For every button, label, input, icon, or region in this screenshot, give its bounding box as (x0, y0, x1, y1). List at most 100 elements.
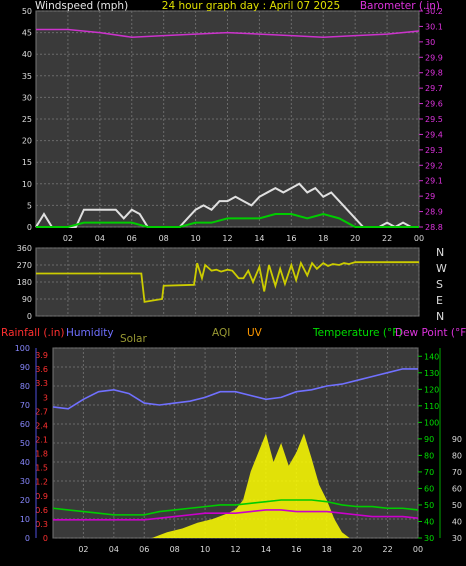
temp-humidity-series (52, 368, 419, 538)
series-dew-point (53, 509, 419, 521)
dew-tick-label: 40 (452, 517, 462, 526)
left-tick-label: 30 (22, 93, 32, 102)
humidity-tick-label: 60 (20, 420, 30, 429)
series-barometer (36, 28, 420, 38)
x-tick-label: 02 (78, 545, 88, 554)
rain-tick-label: 1.8 (35, 450, 48, 459)
x-tick-label: 20 (350, 234, 360, 243)
right-tick-label: 29.6 (425, 100, 443, 109)
dew-tick-label: 50 (452, 501, 462, 510)
humidity-tick-label: 50 (20, 439, 30, 448)
humidity-tick-label: 80 (20, 382, 30, 391)
wind-direction-grid (36, 247, 420, 317)
temp-tick-label: 120 (424, 385, 439, 394)
temp-tick-label: 130 (424, 369, 439, 378)
rain-tick-label: 2.7 (35, 407, 48, 416)
rain-tick-label: 0.9 (35, 492, 48, 501)
right-tick-label: 29.2 (425, 161, 443, 170)
dew-tick-label: 30 (452, 534, 462, 543)
temp-tick-label: 100 (424, 418, 439, 427)
windspeed-axis-label: Windspeed (mph) (35, 0, 128, 12)
left-tick-label: 10 (22, 180, 32, 189)
uv-axis-label: UV (247, 327, 263, 339)
humidity-tick-label: 100 (15, 344, 30, 353)
right-tick-label: 28.8 (425, 223, 443, 232)
wind-baro-ticks: 0 5 10 15 20 25 30 35 40 45 50 28.8 28.9 29 29.1 29.2 29… (22, 7, 443, 243)
chart-title: 24 hour graph day : April 07 2025 (162, 0, 340, 12)
temp-tick-label: 60 (424, 484, 434, 493)
rain-tick-label: 1.2 (35, 478, 48, 487)
right-tick-label: 30 (425, 38, 435, 47)
x-tick-label: 18 (322, 545, 332, 554)
direction-tick-label: 180 (17, 278, 32, 287)
right-tick-label: 29.5 (425, 115, 443, 124)
dew-tick-label: 90 (452, 435, 462, 444)
humidity-tick-label: 70 (20, 401, 30, 410)
left-tick-label: 20 (22, 137, 32, 146)
left-tick-label: 35 (22, 72, 32, 81)
temp-humidity-grid (53, 347, 419, 539)
humidity-tick-label: 10 (20, 515, 30, 524)
wind-baro-panel: 0 5 10 15 20 25 30 35 40 45 50 28.8 28.9 29 29.1 29.2 29… (22, 0, 443, 243)
left-tick-label: 50 (22, 7, 32, 16)
aqi-axis-label: AQI (212, 327, 230, 339)
temp-tick-label: 40 (424, 517, 434, 526)
x-tick-label: 04 (109, 545, 119, 554)
left-tick-label: 5 (27, 201, 32, 210)
series-temperature (52, 499, 419, 516)
direction-tick-label: 90 (22, 295, 32, 304)
series-humidity (52, 368, 418, 410)
temp-tick-label: 50 (424, 501, 434, 510)
x-tick-label: 12 (222, 234, 232, 243)
compass-label: N (436, 310, 444, 323)
right-tick-label: 29.4 (425, 130, 443, 139)
x-tick-label: 04 (95, 234, 105, 243)
compass-label: W (436, 262, 447, 275)
right-tick-label: 30.2 (425, 7, 443, 16)
compass-label: N (436, 246, 444, 259)
solar-axis-label: Solar (120, 333, 147, 345)
x-tick-label: 22 (382, 234, 392, 243)
rainfall-axis-label: Rainfall (.in) (1, 327, 64, 339)
dew-tick-label: 80 (452, 451, 462, 460)
barometer-axis-label: Barometer (.in) (360, 0, 440, 12)
rain-tick-label: 3.3 (35, 379, 48, 388)
rain-tick-label: 3.6 (35, 365, 48, 374)
x-tick-label: 06 (139, 545, 149, 554)
rain-tick-label: 3 (43, 393, 48, 402)
right-tick-label: 29 (425, 192, 435, 201)
series-direction (36, 260, 419, 303)
x-tick-label: 14 (254, 234, 264, 243)
left-tick-label: 25 (22, 115, 32, 124)
temp-humidity-panel: 010203040506070809010000.30.60.91.21.51.… (1, 327, 466, 554)
right-tick-label: 29.9 (425, 53, 443, 62)
temp-humidity-ticks: 010203040506070809010000.30.60.91.21.51.… (15, 344, 462, 554)
right-tick-label: 29.3 (425, 146, 443, 155)
x-tick-label: 20 (352, 545, 362, 554)
right-tick-label: 29.1 (425, 177, 443, 186)
rain-tick-label: 3.9 (35, 351, 48, 360)
dew-tick-label: 60 (452, 484, 462, 493)
compass-label: S (436, 278, 443, 291)
dewpoint-axis-label: Dew Point (°F) (395, 327, 466, 339)
rain-tick-label: 0.3 (35, 520, 48, 529)
right-tick-label: 30.1 (425, 22, 443, 31)
humidity-tick-label: 90 (20, 363, 30, 372)
temp-tick-label: 140 (424, 352, 439, 361)
x-tick-label: 12 (230, 545, 240, 554)
left-tick-label: 40 (22, 50, 32, 59)
x-tick-label: 16 (286, 234, 296, 243)
x-tick-label: 08 (170, 545, 180, 554)
temperature-axis-label: Temperature (°F) (312, 327, 402, 339)
humidity-tick-label: 20 (20, 496, 30, 505)
x-tick-label: 00 (413, 545, 423, 554)
x-tick-label: 06 (127, 234, 137, 243)
right-tick-label: 29.8 (425, 69, 443, 78)
rain-tick-label: 2.4 (35, 421, 48, 430)
wind-direction-series (36, 260, 419, 303)
rain-tick-label: 2.1 (35, 435, 48, 444)
left-tick-label: 0 (27, 223, 32, 232)
